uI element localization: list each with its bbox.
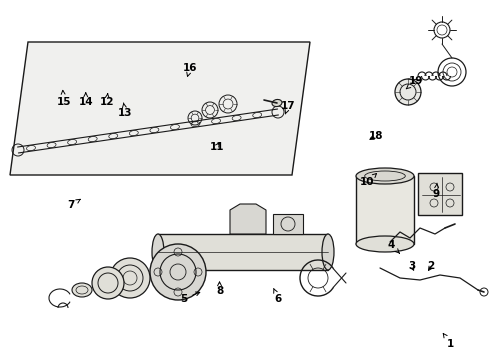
- Text: 19: 19: [406, 76, 423, 89]
- Polygon shape: [10, 42, 310, 175]
- Text: 13: 13: [118, 103, 133, 118]
- Text: 1: 1: [443, 333, 454, 349]
- Polygon shape: [230, 204, 266, 234]
- Bar: [158, 234, 328, 270]
- Ellipse shape: [272, 99, 282, 107]
- Text: 9: 9: [433, 183, 440, 199]
- Ellipse shape: [356, 236, 414, 252]
- Text: 3: 3: [408, 261, 415, 271]
- Circle shape: [92, 267, 124, 299]
- Text: 17: 17: [281, 101, 295, 114]
- Bar: [356, 176, 414, 244]
- Ellipse shape: [322, 234, 334, 270]
- Text: 16: 16: [183, 63, 197, 76]
- Text: 2: 2: [428, 261, 435, 271]
- Circle shape: [150, 244, 206, 300]
- Text: 4: 4: [387, 240, 399, 253]
- Text: 11: 11: [209, 142, 224, 152]
- Ellipse shape: [356, 168, 414, 184]
- Circle shape: [110, 258, 150, 298]
- Text: 15: 15: [56, 90, 71, 107]
- Text: 14: 14: [78, 93, 93, 107]
- Circle shape: [395, 79, 421, 105]
- Text: 8: 8: [216, 282, 223, 296]
- FancyBboxPatch shape: [418, 173, 462, 215]
- Text: 6: 6: [273, 288, 282, 304]
- Text: 18: 18: [369, 131, 384, 141]
- Ellipse shape: [72, 283, 92, 297]
- Text: 5: 5: [180, 292, 200, 304]
- Text: 12: 12: [99, 94, 114, 107]
- Text: 7: 7: [67, 199, 80, 210]
- Polygon shape: [273, 214, 303, 234]
- Text: 10: 10: [360, 174, 376, 187]
- Ellipse shape: [152, 234, 164, 270]
